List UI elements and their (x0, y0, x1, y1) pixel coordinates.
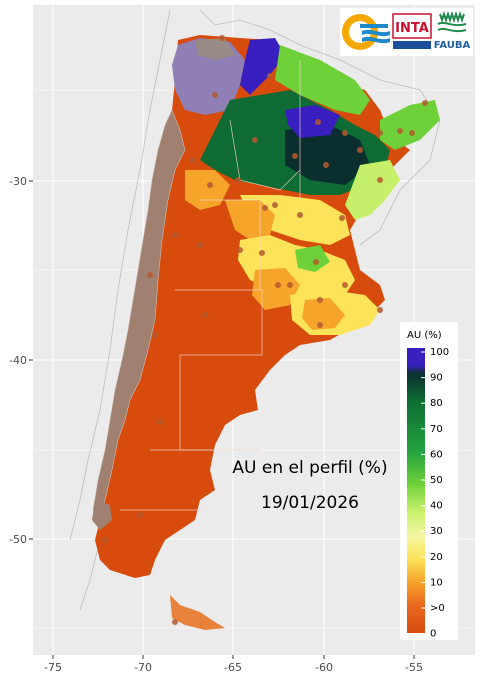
legend-label: 40 (430, 501, 443, 512)
legend-label: 80 (430, 398, 443, 409)
x-tick-label: -75 (44, 661, 62, 674)
logo-panel: INTA FAUBA (340, 8, 473, 56)
wet-east-lime (345, 160, 400, 220)
x-tick-label: -55 (405, 661, 423, 674)
inta-logo: INTA (392, 13, 432, 49)
legend-label: 30 (430, 526, 443, 537)
legend-label: 100 (430, 347, 449, 358)
wet-north-dark (285, 125, 370, 185)
puna-gray (195, 38, 235, 60)
pampa-green (295, 245, 330, 272)
legend: AU (%) 100 90 80 70 60 50 40 30 20 10 >0 0 (400, 322, 458, 640)
legend-label: >0 (430, 603, 445, 614)
legend-label: 20 (430, 552, 443, 563)
axis-ticks (29, 180, 415, 659)
x-tick-label: -65 (224, 661, 242, 674)
wet-central-orange (225, 200, 275, 240)
andes-no-data-south (92, 500, 112, 530)
wet-north-high (240, 38, 285, 95)
province-borders (120, 60, 301, 511)
y-tick-label: -50 (9, 533, 27, 546)
y-tick-label: -30 (9, 175, 27, 188)
wet-misiones (380, 100, 440, 150)
institution-logo-icon (342, 14, 390, 50)
legend-label: 60 (430, 449, 443, 460)
fauba-logo: FAUBA (434, 10, 471, 51)
y-tick-label: -40 (9, 354, 27, 367)
legend-colorbar (407, 348, 425, 633)
pampa-orange (252, 268, 300, 310)
wet-north-purple (285, 105, 340, 138)
map-date: 19/01/2026 (261, 493, 359, 513)
legend-label: 50 (430, 475, 443, 486)
wet-northeast (275, 45, 370, 115)
tierra-del-fuego (170, 595, 225, 630)
weather-stations (102, 35, 428, 625)
legend-title: AU (%) (407, 330, 442, 341)
puna-region (172, 38, 245, 115)
neighbour-borders (69, 9, 441, 611)
legend-label: 90 (430, 373, 443, 384)
legend-label: 10 (430, 577, 443, 588)
x-tick-label: -70 (134, 661, 152, 674)
inta-logo-text: INTA (395, 21, 429, 36)
southeast-orange (302, 298, 345, 330)
x-tick-label: -60 (315, 661, 333, 674)
map-title: AU en el perfil (%) (232, 458, 387, 478)
legend-label: 0 (430, 629, 436, 640)
legend-label: 70 (430, 424, 443, 435)
fauba-logo-text: FAUBA (434, 40, 471, 51)
